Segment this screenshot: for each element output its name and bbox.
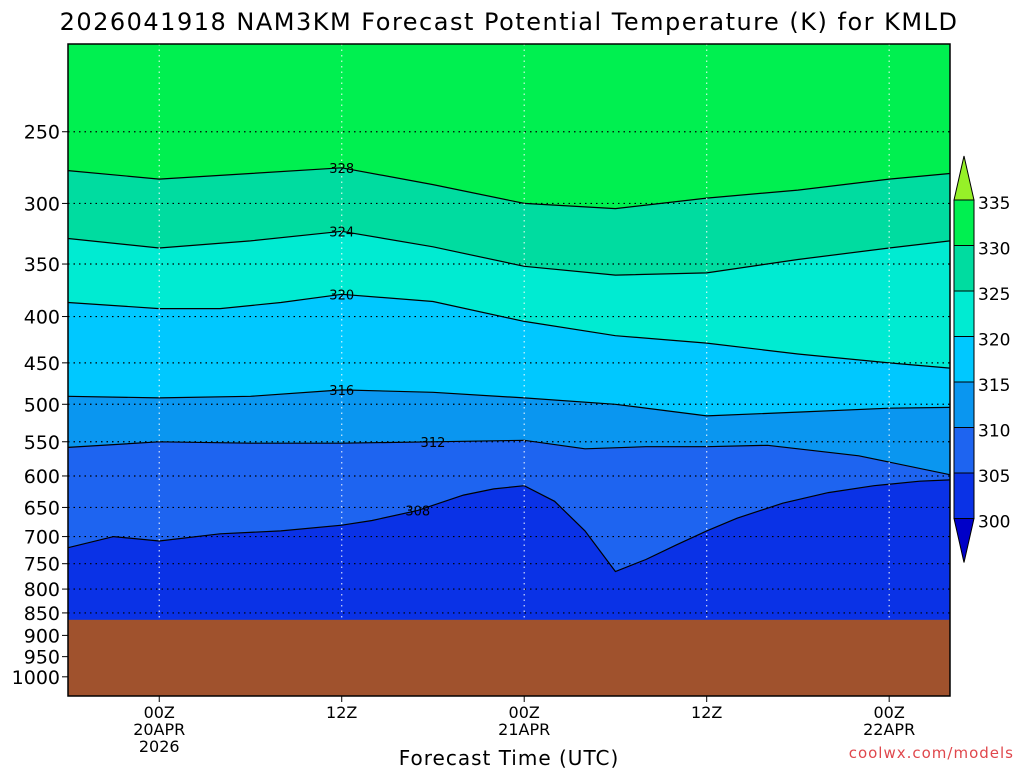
- y-tick-label: 650: [24, 497, 60, 519]
- y-tick-label: 300: [24, 193, 60, 215]
- chart-title: 2026041918 NAM3KM Forecast Potential Tem…: [60, 8, 959, 36]
- colorbar-segment: [953, 290, 975, 337]
- colorbar-segment: [953, 245, 975, 292]
- potential-temperature-fill: [68, 44, 950, 696]
- x-axis-label: Forecast Time (UTC): [399, 746, 620, 768]
- x-tick-label: 00Z: [144, 703, 175, 722]
- contour-line-324: [68, 230, 950, 276]
- colorbar-arrow-bottom: [953, 518, 975, 563]
- colorbar-label: 335: [978, 194, 1010, 214]
- contour-label-324: 324: [329, 225, 354, 240]
- y-tick-label: 700: [24, 527, 60, 549]
- colorbar-label: 315: [978, 376, 1010, 396]
- colorbar: 335 330 325 320 315 310 305 300: [953, 155, 1010, 563]
- contour-label-320: 320: [329, 288, 354, 303]
- colorbar-label: 310: [978, 422, 1010, 442]
- y-tick-label: 900: [24, 625, 60, 647]
- y-tick-label: 600: [24, 466, 60, 488]
- y-tick-label: 850: [24, 603, 60, 625]
- y-tick-label: 250: [24, 122, 60, 144]
- y-tick-label: 550: [24, 432, 60, 454]
- x-tick-label: 2026: [139, 737, 180, 756]
- colorbar-label: 325: [978, 285, 1010, 305]
- y-tick-label: 400: [24, 307, 60, 329]
- y-tick-label: 350: [24, 254, 60, 276]
- plot-frame: [67, 43, 951, 697]
- contour-label-308: 308: [405, 504, 430, 519]
- terrain-fill: [68, 619, 950, 696]
- x-tick-label: 12Z: [691, 703, 722, 722]
- credit-text: coolwx.com/models: [848, 744, 1014, 762]
- contour-line-308: [68, 479, 950, 573]
- x-tick-label: 22APR: [863, 720, 915, 739]
- colorbar-segment: [953, 472, 975, 519]
- contour-line-328: [68, 167, 950, 210]
- x-tick-label: 20APR: [133, 720, 185, 739]
- y-tick-label: 750: [24, 554, 60, 576]
- contour-labels: 308 312 316 320 324 328: [329, 162, 446, 520]
- colorbar-arrow-top: [953, 155, 975, 201]
- contour-line-316: [68, 389, 950, 417]
- y-axis: 2503003504004505005506006507007508008509…: [12, 122, 68, 689]
- y-tick-label: 800: [24, 579, 60, 601]
- colorbar-segment: [953, 336, 975, 383]
- y-tick-label: 950: [24, 647, 60, 669]
- colorbar-segment: [953, 381, 975, 428]
- colorbar-label: 300: [978, 513, 1010, 533]
- x-tick-label: 21APR: [498, 720, 550, 739]
- y-tick-label: 450: [24, 353, 60, 375]
- colorbar-label: 320: [978, 331, 1010, 351]
- colorbar-segment: [953, 427, 975, 474]
- x-tick-label: 00Z: [509, 703, 540, 722]
- contour-label-328: 328: [329, 162, 354, 177]
- colorbar-label: 330: [978, 240, 1010, 260]
- colorbar-label: 305: [978, 467, 1010, 487]
- contour-line-312: [68, 439, 950, 476]
- x-tick-label: 00Z: [874, 703, 905, 722]
- x-tick-label: 12Z: [326, 703, 357, 722]
- y-tick-label: 500: [24, 394, 60, 416]
- potential-temperature-contours: [68, 167, 950, 573]
- contour-label-312: 312: [421, 436, 446, 451]
- colorbar-segment: [953, 199, 975, 246]
- contour-label-316: 316: [329, 384, 354, 399]
- contour-line-320: [68, 293, 950, 369]
- y-tick-label: 1000: [12, 667, 60, 689]
